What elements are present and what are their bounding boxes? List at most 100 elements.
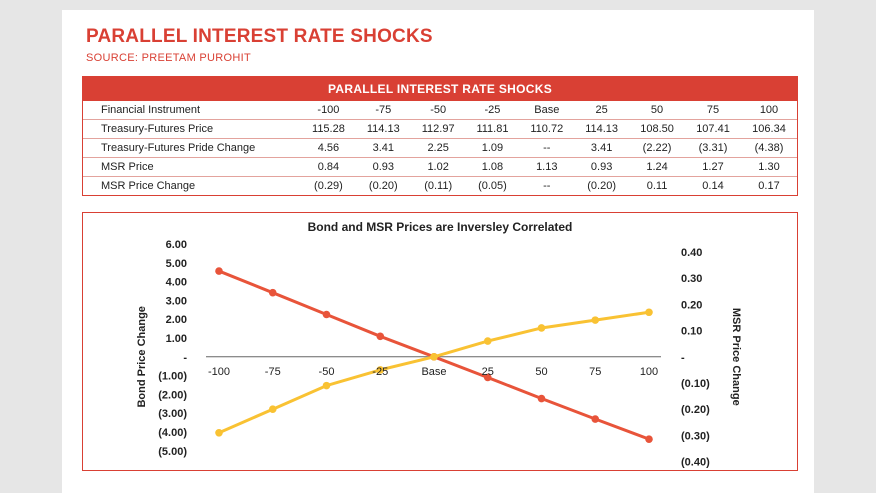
table-cell: 0.11 [646, 180, 668, 192]
page-title: PARALLEL INTEREST RATE SHOCKS [86, 26, 433, 47]
table-cell: 1.24 [629, 157, 686, 177]
y2-tick-label: (0.20) [681, 404, 710, 416]
row-label: Treasury-Futures Pride Change [83, 138, 301, 158]
series-0-point [376, 332, 385, 341]
series-1-point [215, 428, 223, 437]
table-cell: (4.38) [741, 138, 797, 158]
table-cell: -75 [355, 101, 411, 120]
infographic-card: PARALLEL INTEREST RATE SHOCKS SOURCE: PR… [62, 10, 814, 493]
y2-tick-label: 0.10 [681, 326, 702, 338]
table-cell: 108.50 [629, 119, 686, 139]
series-0-point [483, 373, 492, 382]
y-tick-label: - [183, 352, 187, 364]
y-tick-label: (2.00) [158, 389, 187, 401]
row-label: MSR Price [83, 157, 301, 177]
chart-title: Bond and MSR Prices are Inversley Correl… [308, 220, 573, 234]
table-cell: 1.08 [465, 157, 520, 177]
table-cell: (0.05) [478, 180, 507, 192]
table-cell: Base [519, 101, 575, 120]
table-cell: 106.34 [741, 119, 797, 139]
table-cell: -- [543, 180, 551, 192]
table-row: MSR Price Change (0.29) (0.20) (0.11) (0.05)… [83, 177, 797, 196]
series-1-point [483, 337, 492, 345]
table-cell: 0.14 [702, 180, 724, 192]
series-1-point [537, 324, 546, 332]
table-cell: 1.13 [519, 157, 575, 177]
y-tick-label: 2.00 [166, 314, 187, 326]
x-tick-label: -50 [319, 366, 335, 378]
line-chart: Bond and MSR Prices are Inversley Correl… [136, 220, 742, 469]
y2-tick-label: 0.40 [681, 247, 702, 259]
data-table: Financial Instrument -100 -75 -50 -25 Base 25 5… [83, 101, 797, 195]
y-tick-label: (1.00) [158, 371, 187, 383]
table-cell: -50 [410, 101, 466, 120]
table-cell: 115.28 [301, 119, 356, 139]
table-cell: 1.02 [410, 157, 466, 177]
table-cell: 2.25 [410, 138, 466, 158]
source-line: SOURCE: PREETAM PUROHIT [86, 52, 251, 64]
table-cell: 0.93 [574, 157, 630, 177]
table-cell: 1.30 [741, 157, 797, 177]
table-cell: 1.09 [465, 138, 520, 158]
table-cell: (3.31) [685, 138, 741, 158]
shock-table: PARALLEL INTEREST RATE SHOCKS Financial … [82, 76, 798, 196]
table-cell: (2.22) [629, 138, 686, 158]
y2-tick-label: 0.30 [681, 273, 702, 285]
chart-panel: Bond and MSR Prices are Inversley Correl… [82, 212, 798, 471]
y-axis-label: Bond Price Change [136, 306, 148, 407]
table-cell: 3.41 [355, 138, 411, 158]
table-cell: (0.20) [587, 180, 616, 192]
row-label: MSR Price Change [101, 180, 196, 192]
y-tick-label: 5.00 [166, 258, 187, 270]
x-tick-label: 50 [535, 366, 547, 378]
table-cell: 3.41 [574, 138, 630, 158]
y-tick-label: (4.00) [158, 427, 187, 439]
series-1-point [268, 405, 277, 413]
table-cell: 0.93 [355, 157, 411, 177]
row-label: Treasury-Futures Price [83, 119, 301, 139]
table-cell: 114.13 [574, 119, 630, 139]
x-tick-label: -25 [372, 366, 388, 378]
table-cell: -- [519, 138, 575, 158]
table-row: Treasury-Futures Pride Change 4.56 3.41 2.2… [83, 138, 797, 158]
y2-axis-label: MSR Price Change [730, 308, 742, 406]
table-cell: (0.11) [424, 180, 453, 192]
table-header-row: Financial Instrument -100 -75 -50 -25 Base 25 5… [83, 101, 797, 120]
x-tick-label: 75 [589, 366, 601, 378]
y2-tick-label: (0.10) [681, 378, 710, 390]
y-tick-label: (5.00) [158, 446, 187, 458]
table-row: Treasury-Futures Price 115.28 114.13 112.97… [83, 119, 797, 139]
table-cell: 75 [685, 101, 741, 120]
y-tick-label: 6.00 [166, 239, 187, 251]
table-cell: 111.81 [465, 119, 520, 139]
table-cell: 4.56 [301, 138, 356, 158]
x-tick-label: -75 [265, 366, 281, 378]
table-cell: 0.84 [301, 157, 356, 177]
series-1-point [322, 381, 331, 390]
x-tick-label: 25 [482, 366, 494, 378]
series-1-point [376, 366, 385, 374]
y-tick-label: 1.00 [166, 333, 187, 345]
x-tick-label: Base [421, 366, 446, 378]
series-0-point [215, 267, 223, 275]
table-title: PARALLEL INTEREST RATE SHOCKS [83, 77, 797, 101]
table-cell: 100 [741, 101, 797, 120]
y2-tick-label: 0.20 [681, 299, 702, 311]
series-1-point [591, 316, 600, 324]
series-0-point [268, 288, 277, 297]
table-cell: 107.41 [685, 119, 741, 139]
series-1-point [430, 353, 438, 361]
y-tick-label: (3.00) [158, 408, 187, 420]
table-cell: 112.97 [410, 119, 466, 139]
x-tick-label: 100 [640, 366, 658, 378]
series-0-point [645, 435, 653, 443]
series-0-point [322, 310, 331, 319]
table-cell: 50 [629, 101, 686, 120]
series-0-point [591, 415, 600, 423]
table-cell: 25 [574, 101, 630, 120]
table-cell: -100 [301, 101, 356, 120]
table-cell: 1.27 [685, 157, 741, 177]
y2-tick-label: (0.40) [681, 457, 710, 469]
table-cell: -25 [465, 101, 520, 120]
table-cell: 0.17 [758, 180, 780, 192]
